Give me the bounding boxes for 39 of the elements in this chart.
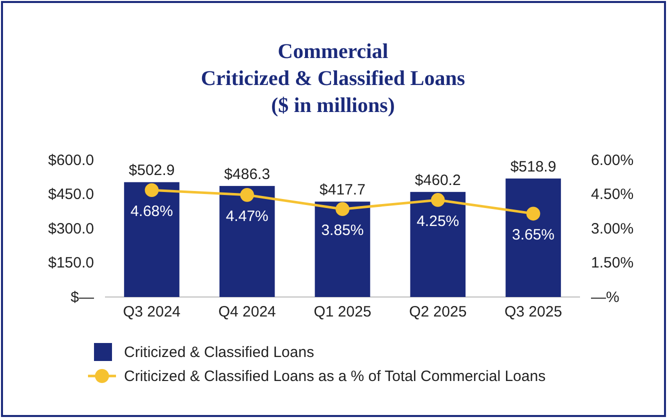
y2-tick-label: 4.50% <box>591 186 634 204</box>
point <box>430 193 445 207</box>
y2-tick-label: 1.50% <box>591 254 634 272</box>
x-tick-label: Q3 2025 <box>504 304 562 320</box>
x-tick-label: Q2 2025 <box>409 304 467 320</box>
y-tick-label: $— <box>70 288 94 306</box>
point <box>526 206 540 221</box>
chart-title: Commercial Criticized & Classified Loans <box>200 39 466 90</box>
data-label: $518.9 <box>510 158 556 176</box>
bar <box>314 202 370 297</box>
bar <box>124 182 180 297</box>
bar <box>410 192 466 297</box>
data-label: $486.3 <box>224 166 270 183</box>
data-label: $417.7 <box>320 182 366 199</box>
point <box>240 188 254 202</box>
bar <box>506 178 561 297</box>
y2-tick-label: 3.00% <box>591 220 634 238</box>
data-label: $460.2 <box>414 172 461 189</box>
legend-label: Criticized & Classified Loans <box>124 344 314 361</box>
data-label: 4.68% <box>130 203 174 220</box>
y2-tick-label: 6.00% <box>591 152 634 169</box>
data-label: 4.47% <box>226 208 268 225</box>
y-tick-label: $450.0 <box>48 186 94 204</box>
y-tick-label: $300.0 <box>48 220 94 238</box>
point <box>336 202 350 216</box>
data-label: 3.65% <box>512 226 555 244</box>
x-tick-label: Q3 2024 <box>122 304 181 320</box>
x-tick-label: Q4 2024 <box>218 304 276 320</box>
y2-tick-label: —% <box>591 288 620 306</box>
y-tick-label: $150.0 <box>48 254 94 272</box>
y-tick-label: $600.0 <box>48 152 94 169</box>
point <box>144 183 159 198</box>
bar <box>219 186 275 297</box>
chart-subtitle: ($ in millions) <box>271 93 395 117</box>
data-label: 4.25% <box>416 212 460 230</box>
data-label: $502.9 <box>128 162 175 180</box>
data-label: 3.85% <box>321 222 364 240</box>
x-tick-label: Q1 2025 <box>314 304 372 320</box>
legend-label: Criticized & Classified Loans as a % of Total Commercial Loans <box>124 368 546 385</box>
